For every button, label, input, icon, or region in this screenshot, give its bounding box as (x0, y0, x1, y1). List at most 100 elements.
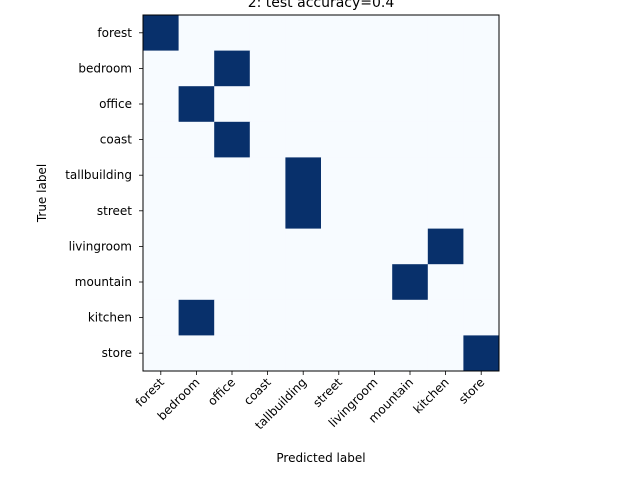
heatmap-cell (321, 299, 357, 336)
y-tick-label: tallbuilding (65, 168, 132, 182)
heatmap-cell (356, 157, 393, 194)
heatmap-cell (214, 299, 251, 336)
heatmap-cell (214, 228, 251, 265)
y-axis-label: True label (35, 164, 49, 223)
heatmap-cell (249, 15, 286, 51)
heatmap-cell (178, 264, 215, 301)
heatmap-cell (214, 15, 251, 51)
heatmap-cell (392, 335, 429, 372)
axes-frame (142, 14, 500, 372)
heatmap-cell (321, 193, 357, 229)
heatmap-cell (178, 157, 215, 194)
heatmap-cell (463, 121, 500, 158)
heatmap-cell (427, 264, 464, 301)
heatmap-cell (285, 335, 322, 372)
x-tick-label: kitchen (411, 375, 452, 416)
heatmap-cell (249, 50, 286, 87)
y-tick-label: livingroom (69, 239, 132, 253)
heatmap-cell (249, 121, 286, 158)
heatmap-cell (249, 193, 286, 229)
heatmap-cell (392, 15, 429, 51)
heatmap-cell (249, 299, 286, 336)
heatmap-cell (463, 264, 500, 301)
heatmap-cell (321, 335, 357, 372)
heatmap-cell (392, 121, 429, 158)
heatmap-cell (214, 50, 251, 87)
heatmap-cell (463, 15, 500, 51)
heatmap-cell (178, 193, 215, 229)
heatmap-cell (356, 228, 393, 265)
heatmap-cell (427, 157, 464, 194)
heatmap-cell (392, 157, 429, 194)
heatmap-cell (285, 299, 322, 336)
heatmap-cell (285, 228, 322, 265)
chart-title: 2: test accuracy=0.4 (248, 0, 395, 11)
heatmap-cell (249, 264, 286, 301)
y-tick-label: kitchen (88, 311, 132, 325)
heatmap-cell (463, 157, 500, 194)
heatmap-cell (214, 335, 251, 372)
x-tick-label: coast (241, 375, 274, 408)
heatmap-cell (285, 121, 322, 158)
heatmap-cell (392, 50, 429, 87)
heatmap-cell (427, 299, 464, 336)
heatmap-cell (392, 264, 429, 301)
heatmap-cell (285, 50, 322, 87)
heatmap-cell (463, 228, 500, 265)
heatmap-cell (392, 193, 429, 229)
heatmap-cell (285, 193, 322, 229)
heatmap-cell (143, 193, 179, 229)
heatmap-cell (143, 264, 179, 301)
heatmap-cell (249, 335, 286, 372)
heatmap-cell (214, 86, 251, 123)
heatmap-cell (321, 264, 357, 301)
x-tick-label: forest (133, 375, 168, 410)
heatmap-cell (285, 15, 322, 51)
x-axis-label: Predicted label (276, 451, 365, 465)
heatmap-cell (463, 335, 500, 372)
heatmap-cell (143, 157, 179, 194)
heatmap-cell (321, 121, 357, 158)
heatmap-cell (178, 121, 215, 158)
y-tick-label: store (102, 346, 132, 360)
heatmap-cell (285, 86, 322, 123)
heatmap-cell (427, 86, 464, 123)
y-tick-label: coast (100, 133, 133, 147)
heatmap-cell (249, 86, 286, 123)
y-tick-label: forest (97, 26, 132, 40)
heatmap-cell (392, 228, 429, 265)
heatmap-cell (321, 157, 357, 194)
heatmap-cell (356, 15, 393, 51)
heatmap-cell (427, 335, 464, 372)
heatmap-cell (249, 157, 286, 194)
heatmap-cell (356, 335, 393, 372)
heatmap-cell (178, 228, 215, 265)
heatmap-cell (143, 121, 179, 158)
heatmap-cell (356, 121, 393, 158)
heatmap-cell (427, 193, 464, 229)
heatmap-cell (427, 15, 464, 51)
heatmap-cell (321, 228, 357, 265)
heatmap-cell (214, 157, 251, 194)
heatmap-cell (178, 335, 215, 372)
heatmap-cell (427, 228, 464, 265)
heatmap-cell (392, 299, 429, 336)
heatmap-cell (321, 15, 357, 51)
heatmap-cell (427, 50, 464, 87)
heatmap-cell (356, 264, 393, 301)
heatmap-cell (178, 50, 215, 87)
heatmap-cell (356, 193, 393, 229)
y-tick-label: mountain (75, 275, 132, 289)
heatmap-cell (143, 86, 179, 123)
heatmap-cell (463, 193, 500, 229)
heatmap-cell (249, 228, 286, 265)
y-tick-label: bedroom (78, 61, 132, 75)
heatmap-cell (321, 86, 357, 123)
heatmap-cell (143, 228, 179, 265)
heatmap-cell (143, 15, 179, 51)
heatmap-cell (143, 335, 179, 372)
heatmap-cell (463, 50, 500, 87)
heatmap-cell (285, 264, 322, 301)
heatmap-cell (143, 50, 179, 87)
